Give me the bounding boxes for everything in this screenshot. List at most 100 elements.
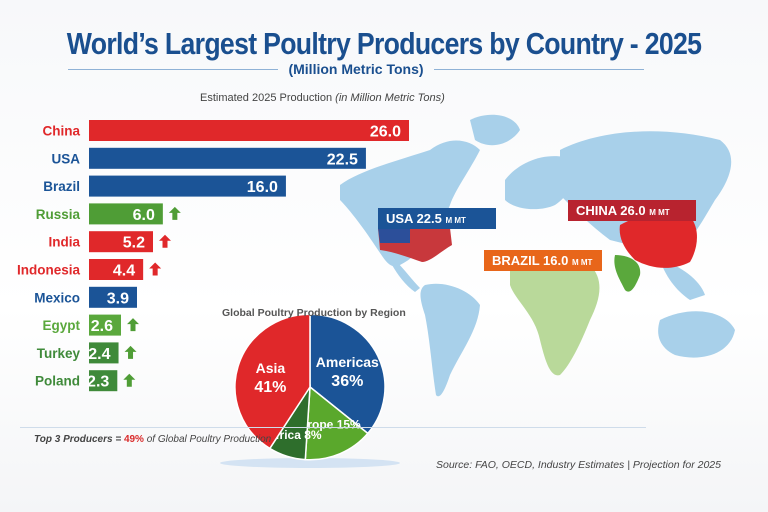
pie-slice-americas bbox=[309, 313, 386, 435]
bar bbox=[89, 231, 153, 253]
map-label-unit: M MT bbox=[446, 216, 467, 225]
bar-category-label: Brazil bbox=[43, 179, 80, 194]
footnote-prefix: Top 3 Producers = bbox=[34, 434, 124, 445]
map-label-unit: M MT bbox=[572, 258, 593, 267]
source-note: Source: FAO, OECD, Industry Estimates | … bbox=[436, 459, 721, 471]
bar-value-label: 26.0 bbox=[370, 124, 401, 141]
bar bbox=[89, 175, 286, 197]
map-label-bg bbox=[568, 200, 696, 221]
bar bbox=[89, 259, 144, 280]
pie-slice-label: Asia bbox=[256, 360, 286, 376]
chart-subtitle: (Million Metric Tons) bbox=[288, 61, 424, 77]
greenland bbox=[470, 114, 520, 146]
pie-slice-value: 15% bbox=[337, 418, 361, 432]
up-arrow-icon bbox=[149, 262, 162, 276]
pie-slice-europe bbox=[304, 385, 369, 461]
bar-value-label: 2.4 bbox=[88, 346, 110, 363]
footnote-value: 49% bbox=[123, 434, 144, 445]
pie-slice-value: 41% bbox=[254, 379, 286, 396]
north-america bbox=[340, 140, 480, 267]
subtitle-row: (Million Metric Tons) bbox=[68, 61, 645, 77]
bar-row-india: India 5.2 bbox=[48, 231, 171, 253]
bar-value-label: 6.0 bbox=[133, 207, 155, 224]
bar bbox=[89, 286, 137, 308]
pie-slice-label: Americas bbox=[316, 354, 379, 370]
bar-row-egypt: Egypt 2.6 bbox=[42, 314, 139, 336]
map-label-china: CHINA 26.0 M MT bbox=[568, 200, 696, 221]
up-arrow-icon bbox=[124, 345, 137, 359]
up-arrow-icon bbox=[159, 234, 171, 248]
footnote-suffix: of Global Poultry Production bbox=[143, 434, 272, 445]
map-label-unit: M MT bbox=[649, 208, 670, 217]
map-label-bg bbox=[378, 208, 496, 229]
bar bbox=[89, 314, 121, 336]
top3-footnote: Top 3 Producers = 49% of Global Poultry … bbox=[34, 434, 271, 445]
bar-row-russia: Russia 6.0 bbox=[36, 203, 181, 225]
bar-value-label: 5.2 bbox=[123, 235, 145, 252]
bar bbox=[89, 120, 409, 141]
china-region bbox=[619, 209, 697, 268]
up-arrow-icon bbox=[127, 318, 139, 332]
chart-title: World’s Largest Poultry Producers by Cou… bbox=[66, 26, 702, 61]
up-arrow-icon bbox=[168, 206, 181, 220]
bar-row-indonesia: Indonesia 4.4 bbox=[17, 259, 162, 280]
bar-category-label: Turkey bbox=[37, 346, 81, 361]
bar-row-usa: USA 22.5 bbox=[51, 147, 366, 169]
europe bbox=[505, 156, 577, 210]
bar-category-label: Poland bbox=[35, 374, 80, 389]
up-arrow-icon bbox=[123, 373, 136, 387]
bar-category-label: Mexico bbox=[34, 290, 80, 305]
map-label-value: 26.0 bbox=[620, 203, 649, 218]
map-label-text: BRAZIL 16.0 M MT bbox=[492, 253, 593, 268]
pie-slice-value: 8% bbox=[304, 428, 322, 442]
map-label-bg bbox=[484, 250, 602, 271]
map-label-text: USA 22.5 M MT bbox=[386, 211, 466, 226]
south-america bbox=[420, 283, 480, 397]
map-label-country: BRAZIL bbox=[492, 253, 543, 268]
bar bbox=[89, 147, 366, 169]
bar bbox=[89, 203, 163, 225]
map-label-country: CHINA bbox=[576, 203, 620, 218]
caption-italic: (in Million Metric Tons) bbox=[335, 92, 445, 104]
map-label-country: USA bbox=[386, 211, 417, 226]
bar-category-label: India bbox=[48, 235, 80, 250]
india-region bbox=[614, 255, 641, 292]
southeast-asia bbox=[660, 260, 705, 300]
map-label-brazil: BRAZIL 16.0 M MT bbox=[484, 250, 602, 271]
map-label-value: 22.5 bbox=[417, 211, 446, 226]
bar-value-label: 4.4 bbox=[113, 263, 135, 280]
footer-divider bbox=[20, 427, 646, 428]
bar-row-china: China 26.0 bbox=[42, 120, 409, 141]
central-america bbox=[392, 260, 420, 292]
bar-row-mexico: Mexico 3.9 bbox=[34, 286, 137, 308]
australia bbox=[658, 311, 735, 358]
bar-category-label: Egypt bbox=[42, 318, 80, 333]
bar-category-label: Russia bbox=[36, 207, 81, 222]
divider bbox=[433, 68, 645, 70]
bar-category-label: USA bbox=[51, 151, 80, 166]
bar-row-poland: Poland 2.3 bbox=[35, 370, 136, 392]
pie-slice-value: 36% bbox=[331, 373, 363, 390]
bar-category-label: Indonesia bbox=[17, 263, 81, 278]
caption-main: Estimated 2025 Production bbox=[200, 92, 333, 104]
continents bbox=[340, 114, 735, 397]
map-label-value: 16.0 bbox=[543, 253, 572, 268]
bar-chart-caption: Estimated 2025 Production (in Million Me… bbox=[200, 92, 445, 104]
bar-value-label: 22.5 bbox=[327, 151, 358, 168]
pie-slice-asia bbox=[234, 313, 311, 450]
usa-stars bbox=[378, 228, 410, 243]
africa bbox=[510, 250, 600, 376]
bar-value-label: 2.6 bbox=[91, 318, 113, 335]
bar-row-brazil: Brazil 16.0 bbox=[43, 175, 286, 197]
map-label-text: CHINA 26.0 M MT bbox=[576, 203, 670, 218]
map-label-usa: USA 22.5 M MT bbox=[378, 208, 496, 229]
bar-value-label: 16.0 bbox=[247, 179, 278, 196]
pie-title: Global Poultry Production by Region bbox=[222, 307, 406, 319]
bar-value-label: 2.3 bbox=[87, 374, 109, 391]
bar bbox=[89, 370, 118, 392]
bar-row-turkey: Turkey 2.4 bbox=[37, 342, 137, 364]
bar-value-label: 3.9 bbox=[107, 290, 129, 307]
